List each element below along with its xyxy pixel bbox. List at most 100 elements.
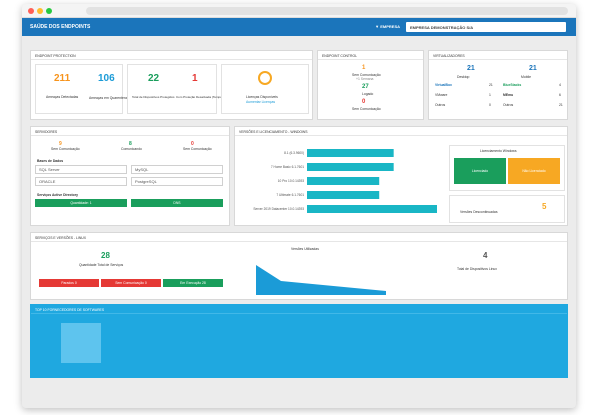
virt-count: 4 [559, 83, 561, 87]
running-tile[interactable]: Em Execução 28 [163, 279, 223, 287]
services-linux-panel: SERVIÇOS E VERSÕES - LINUX 28 Quantidade… [30, 232, 568, 300]
licenses-label: Licenças Disponíveis [246, 95, 278, 99]
linux-count: 4 [483, 251, 488, 260]
virt-item: VirtualBox [435, 83, 452, 87]
servers-nocomm-label: Sem Comunicação [51, 147, 80, 151]
nocomm-label: Sem Comunicação [352, 107, 381, 111]
quarantine-label: Ameaças em Quarentena [89, 96, 128, 100]
servers-comm-count: 8 [129, 141, 132, 147]
virt-count: 21 [559, 103, 563, 107]
software-panel: TOP 10 FORNECEDORES DE SOFTWARES [30, 304, 568, 378]
licenses-box[interactable]: Licenças Disponíveis Aumentar Licenças [221, 64, 309, 114]
virt-count: 0 [489, 103, 491, 107]
servers-nocomm2-label: Sem Comunicação [183, 147, 212, 151]
stopped-tile[interactable]: Parados 0 [39, 279, 99, 287]
virt-count: 21 [489, 83, 493, 87]
panel-title: ENDPOINT PROTECTION [31, 51, 312, 60]
app-header: SAÚDE DOS ENDPOINTS ▼ EMPRESA EMPRESA DE… [22, 18, 576, 36]
threats-count: 211 [54, 73, 71, 84]
bar[interactable] [307, 191, 380, 199]
panel-title: ENDPOINT CONTROL [318, 51, 423, 60]
virt-item: Outros [435, 103, 446, 107]
category-label: 7 Ultimate 6.1.7601 [276, 193, 304, 197]
virt-item: VMware [435, 93, 448, 97]
panel-title: TOP 10 FORNECEDORES DE SOFTWARES [31, 305, 567, 314]
ad-item[interactable]: Quantidade: 1 [35, 199, 127, 207]
db-item[interactable]: MySQL [131, 165, 223, 174]
discontinued-label: Versões Descontinuadas [460, 210, 498, 214]
windows-panel: VERSÕES E LICENCIAMENTO - WINDOWS 8.1 (6… [234, 126, 568, 226]
mobile-label: Mobile [521, 75, 531, 79]
virt-item: MEmu [503, 93, 514, 97]
licensed-tile[interactable]: Licenciado [454, 158, 506, 184]
mobile-count: 21 [529, 65, 537, 72]
virt-item: BlueStacks [503, 83, 522, 87]
quarantine-count: 106 [98, 73, 115, 84]
discontinued-count: 5 [542, 202, 547, 211]
browser-chrome [22, 4, 576, 18]
protected-label: Total de Dispositivos Protegidos [132, 95, 175, 99]
category-label: 7 Home Basic 6.1.7601 [271, 165, 304, 169]
virtualizers-panel: VIRTUALIZADORES 21 Desktop 21 Mobile Vir… [428, 50, 568, 120]
panel-title: VIRTUALIZADORES [429, 51, 567, 60]
panel-title: SERVIÇOS E VERSÕES - LINUX [31, 233, 567, 242]
bar[interactable] [307, 177, 380, 185]
versions-chart-title: Versões Utilizadas [291, 247, 319, 251]
win-license-box: Licenciamento Windows Licenciado Não Lic… [449, 145, 565, 191]
software-bar [61, 323, 101, 363]
discontinued-box[interactable]: Versões Descontinuadas 5 [449, 195, 565, 223]
services-total-count: 28 [101, 251, 110, 260]
panel-title: SERVIDORES [31, 127, 229, 136]
ad-item[interactable]: DNS [131, 199, 223, 207]
browser-window: SAÚDE DOS ENDPOINTS ▼ EMPRESA EMPRESA DE… [22, 4, 576, 408]
logged-label: Logado [362, 92, 374, 96]
disabled-count: 1 [192, 73, 198, 84]
servers-panel: SERVIDORES 9 Sem Comunicação 8 Comunican… [30, 126, 230, 226]
unlicensed-tile[interactable]: Não Licenciado [508, 158, 560, 184]
nocomm-tile[interactable]: Sem Comunicação 0 [101, 279, 161, 287]
linux-versions-chart [256, 265, 386, 295]
close-dot-icon[interactable] [28, 8, 34, 14]
page-title: SAÚDE DOS ENDPOINTS [30, 24, 91, 30]
minimize-dot-icon[interactable] [37, 8, 43, 14]
category-label: 8.1 (6.3.9600) [284, 151, 304, 155]
db-title: Bases de Dados [37, 159, 64, 163]
panel-title: VERSÕES E LICENCIAMENTO - WINDOWS [235, 127, 567, 136]
logged-count: 27 [362, 84, 369, 90]
nocomm-count: 0 [362, 99, 366, 105]
disabled-label: Com Proteção Desativada (Tempo Real) [176, 95, 230, 99]
category-label: 10 Pro 10.0.14393 [278, 179, 304, 183]
clock-icon [258, 71, 272, 85]
address-bar[interactable] [86, 7, 568, 15]
desktop-label: Desktop [457, 75, 470, 79]
category-label: Server 2019 Datacenter 10.0.14393 [253, 207, 304, 211]
desktop-count: 21 [467, 65, 475, 72]
windows-versions-chart: 8.1 (6.3.9600) 7 Home Basic 6.1.7601 10 Pr… [253, 149, 437, 213]
win-license-title: Licenciamento Windows [480, 149, 517, 153]
nocomm-week-sub: +1 Semana [356, 77, 374, 81]
db-item[interactable]: ORACLE [35, 177, 127, 186]
maximize-dot-icon[interactable] [46, 8, 52, 14]
linux-label: Total de Dispositivos Linux [457, 267, 497, 271]
bar[interactable] [307, 149, 394, 157]
endpoint-control-panel: ENDPOINT CONTROL 1 Sem Comunicação +1 Se… [317, 50, 424, 120]
protected-box[interactable]: 22 Total de Dispositivos Protegidos 1 Co… [127, 64, 230, 114]
nocomm-week-count: 1 [362, 65, 366, 71]
company-select[interactable]: EMPRESA DEMONSTRAÇÃO S/A [406, 22, 566, 32]
endpoint-protection-panel: ENDPOINT PROTECTION 211 Ameaças Detectad… [30, 50, 313, 120]
servers-nocomm-count: 9 [59, 141, 62, 147]
bar[interactable] [307, 205, 437, 213]
area-series [256, 265, 386, 295]
increase-licenses-link[interactable]: Aumentar Licenças [246, 100, 276, 104]
company-label: ▼ EMPRESA [375, 24, 400, 29]
servers-comm-label: Comunicando [121, 147, 142, 151]
bar[interactable] [307, 163, 394, 171]
threats-box[interactable]: 211 Ameaças Detectadas 106 [35, 64, 123, 114]
protected-count: 22 [148, 73, 160, 84]
virt-item: Outros [503, 103, 514, 107]
virt-count: 1 [489, 93, 491, 97]
threats-label: Ameaças Detectadas [46, 95, 79, 99]
db-item[interactable]: PostgreSQL [131, 177, 223, 186]
db-item[interactable]: SQL Server [35, 165, 127, 174]
ad-title: Serviços Active Directory [37, 193, 78, 197]
